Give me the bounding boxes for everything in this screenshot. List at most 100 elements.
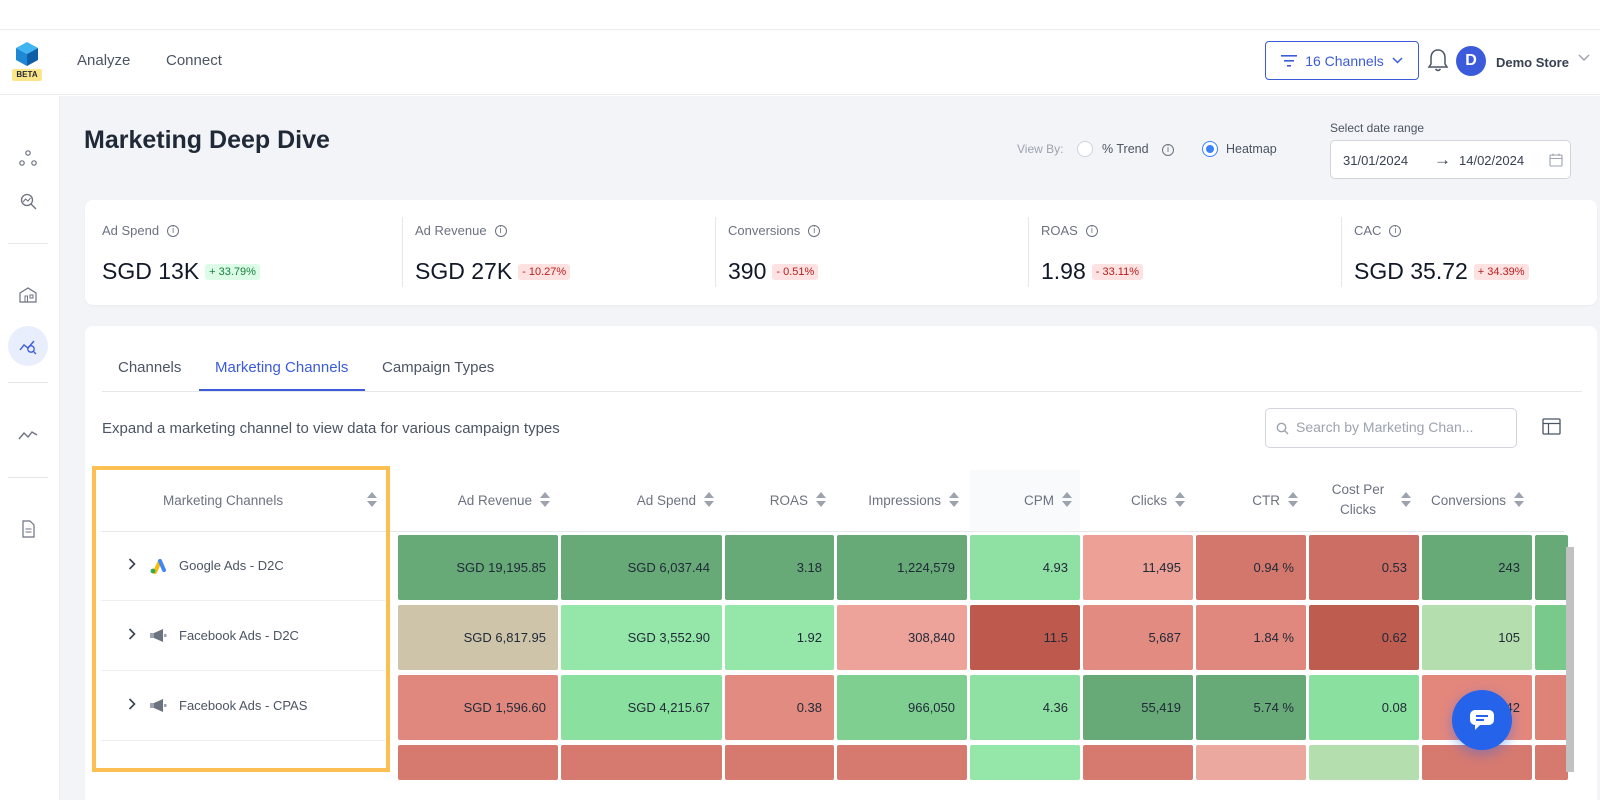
megaphone-icon [149,698,169,714]
kpi-roas: ROAS i 1.98 - 33.11% [1024,200,1337,305]
expand-chevron-icon[interactable] [115,698,149,713]
heatmap-cell: 243 [1422,535,1532,600]
chat-support-button[interactable] [1452,690,1512,750]
heatmap-cell: SGD 3,552.90 [561,605,722,670]
column-header-cpm[interactable]: CPM [970,470,1080,530]
sort-icon[interactable] [1514,491,1524,509]
trend-radio[interactable] [1077,141,1093,157]
info-icon[interactable]: i [1085,224,1098,237]
table-header-divider [101,531,1564,532]
nav-connect[interactable]: Connect [166,52,222,69]
heatmap-cell [725,745,834,780]
tabs-divider [102,391,1582,392]
info-icon[interactable]: i [808,224,821,237]
tab-marketing-channels[interactable]: Marketing Channels [215,359,349,376]
tab-campaign-types[interactable]: Campaign Types [382,359,495,376]
kpi-cac: CAC i SGD 35.72 + 34.39% [1337,200,1597,305]
column-header-clicks[interactable]: Clicks [1083,470,1193,530]
column-header-marketing-channels[interactable]: Marketing Channels [101,470,385,530]
column-header-impressions[interactable]: Impressions [837,470,967,530]
nav-analyze[interactable]: Analyze [77,52,131,69]
date-range-picker[interactable]: 31/01/2024 → 14/02/2024 [1330,140,1571,179]
nodes-icon[interactable] [17,148,39,170]
chat-icon [1470,710,1494,730]
tab-channels[interactable]: Channels [118,359,182,376]
info-icon[interactable]: i [494,224,507,237]
kpi-divider [1028,217,1029,287]
column-header-cost-per-clicks[interactable]: Cost Per Clicks [1309,470,1419,530]
store-icon[interactable] [17,284,39,306]
date-arrow: → [1434,150,1451,169]
expand-chevron-icon[interactable] [115,628,149,643]
channel-name: Facebook Ads - CPAS [179,698,308,713]
table-row-label[interactable]: Google Ads - D2C [101,531,385,601]
heatmap-cell: 55,419 [1083,675,1193,740]
date-end[interactable]: 14/02/2024 [1459,153,1525,168]
sort-icon[interactable] [1175,491,1185,509]
sort-icon[interactable] [816,491,826,509]
search-input[interactable] [1296,419,1508,435]
user-avatar[interactable]: D [1456,46,1486,76]
sort-icon[interactable] [1401,491,1411,509]
heatmap-radio-label[interactable]: Heatmap [1226,142,1277,156]
heatmap-cell: 0.08 [1309,675,1419,740]
sort-icon[interactable] [540,491,550,509]
kpi-ad-spend: Ad Spend i SGD 13K + 33.79% [85,200,398,305]
trend-icon[interactable] [17,424,39,446]
sidebar-divider [8,477,48,478]
kpi-label: ROAS [1041,223,1078,238]
app-logo[interactable]: BETA [12,42,42,84]
table-row-label[interactable]: Facebook Ads - D2C [101,601,385,671]
columns-settings-icon[interactable] [1542,418,1561,435]
vertical-scrollbar[interactable] [1566,547,1574,772]
sort-icon[interactable] [704,491,714,509]
chevron-down-icon[interactable] [1578,54,1590,62]
sort-icon[interactable] [1288,491,1298,509]
column-header-ad-revenue[interactable]: Ad Revenue [398,470,558,530]
kpi-conversions: Conversions i 390 - 0.51% [711,200,1024,305]
kpi-change-badge: + 34.39% [1473,263,1529,280]
heatmap-cell [1309,745,1419,780]
heatmap-cell [837,745,967,780]
info-icon[interactable]: i [1162,144,1174,156]
sidebar-item-marketing-active[interactable] [8,326,48,366]
column-header-conversions[interactable]: Conversions [1422,470,1532,530]
kpi-value: 1.98 [1041,258,1086,284]
heatmap-cell: 5.74 % [1196,675,1306,740]
heatmap-cell: 105 [1422,605,1532,670]
column-header-ad-spend[interactable]: Ad Spend [561,470,722,530]
logo-cube-icon [16,42,38,66]
search-field[interactable] [1265,408,1517,448]
sort-icon[interactable] [949,491,959,509]
channels-filter-label: 16 Channels [1305,52,1384,69]
marketing-analysis-icon[interactable] [17,335,39,357]
heatmap-cell [1535,675,1568,740]
calendar-icon[interactable] [1549,153,1563,167]
heatmap-cell: 1,224,579 [837,535,967,600]
channel-name: Google Ads - D2C [179,558,284,573]
info-icon[interactable]: i [167,224,180,237]
kpi-value: 390 [728,258,767,284]
heatmap-radio[interactable] [1202,141,1218,157]
kpi-ad-revenue: Ad Revenue i SGD 27K - 10.27% [398,200,711,305]
expand-instruction: Expand a marketing channel to view data … [102,420,560,437]
column-header-ctr[interactable]: CTR [1196,470,1306,530]
trend-radio-label[interactable]: % Trend [1102,142,1149,156]
column-header-label: Conversions [1430,492,1506,508]
heatmap-cell: 966,050 [837,675,967,740]
bell-icon[interactable] [1427,48,1449,72]
store-name[interactable]: Demo Store [1496,55,1569,70]
info-icon[interactable]: i [1389,224,1402,237]
table-row-label[interactable]: Facebook Ads - CPAS [101,671,385,741]
column-header-roas[interactable]: ROAS [725,470,834,530]
date-start[interactable]: 31/01/2024 [1343,153,1409,168]
sort-icon[interactable] [367,491,377,509]
sort-icon[interactable] [1062,491,1072,509]
heatmap-cell: 1.84 % [1196,605,1306,670]
search-analytics-icon[interactable] [17,190,39,212]
heatmap-cell [1535,605,1568,670]
document-icon[interactable] [17,518,39,540]
expand-chevron-icon[interactable] [115,558,149,573]
heatmap-cell [398,745,558,780]
channels-filter-button[interactable]: 16 Channels [1265,41,1419,80]
